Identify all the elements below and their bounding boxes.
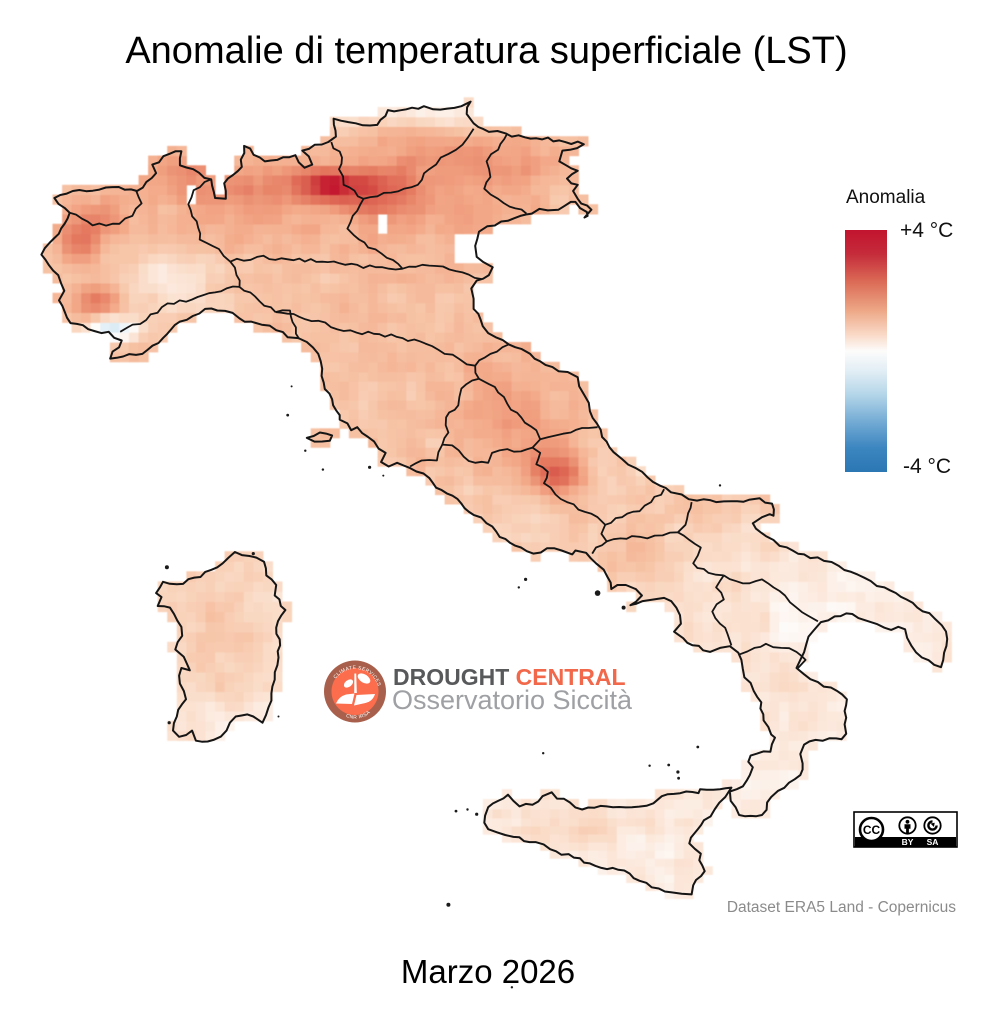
svg-text:SA: SA xyxy=(927,837,939,847)
svg-text:CC: CC xyxy=(863,823,881,837)
svg-text:BY: BY xyxy=(902,837,914,847)
